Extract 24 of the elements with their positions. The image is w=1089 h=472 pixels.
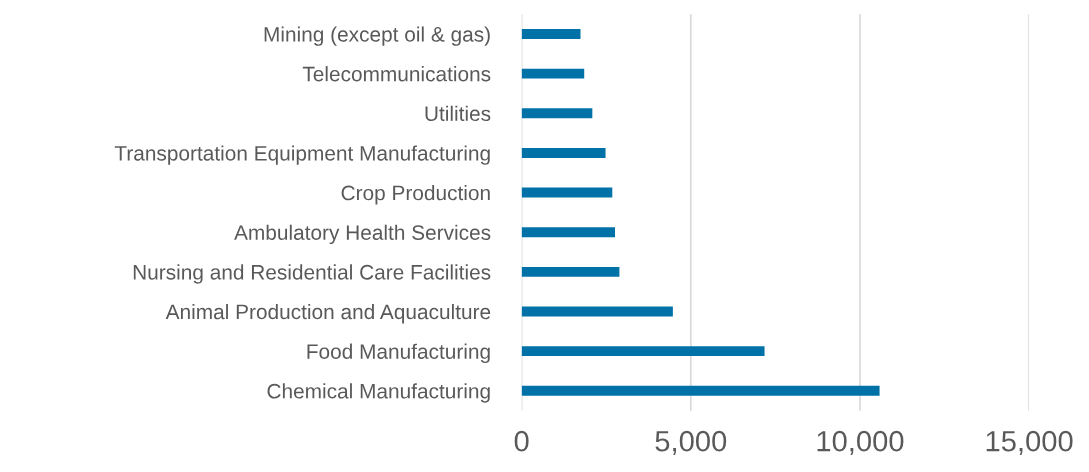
y-tick-label: Crop Production bbox=[341, 185, 490, 205]
x-tick-label: 15,000 bbox=[986, 430, 1073, 455]
bar bbox=[521, 68, 585, 79]
y-tick-label: Food Manufacturing bbox=[307, 343, 490, 364]
y-tick-label: Telecommunications bbox=[302, 66, 491, 82]
x-tick-label: 10,000 bbox=[817, 430, 904, 455]
bar bbox=[521, 306, 673, 317]
y-tick-label: Animal Production and Aquaculture bbox=[165, 303, 491, 324]
bar bbox=[521, 147, 606, 158]
y-tick-label: Ambulatory Health Services bbox=[234, 224, 491, 245]
bar bbox=[521, 266, 620, 277]
x-tick-label: 5,000 bbox=[655, 430, 727, 455]
y-tick-label: Chemical Manufacturing bbox=[267, 383, 490, 403]
bar bbox=[521, 108, 593, 119]
bar bbox=[521, 187, 613, 198]
y-tick-label: Nursing and Residential Care Facilities bbox=[133, 264, 491, 284]
y-tick-label: Transportation Equipment Manufacturing bbox=[114, 145, 490, 165]
bar bbox=[521, 346, 765, 357]
bar bbox=[521, 29, 581, 39]
bar bbox=[521, 385, 880, 396]
bar bbox=[521, 227, 616, 238]
x-tick-label: 0 bbox=[514, 430, 529, 452]
y-tick-label: Utilities bbox=[425, 105, 491, 122]
y-tick-label: Mining (except oil & gas) bbox=[264, 26, 490, 46]
